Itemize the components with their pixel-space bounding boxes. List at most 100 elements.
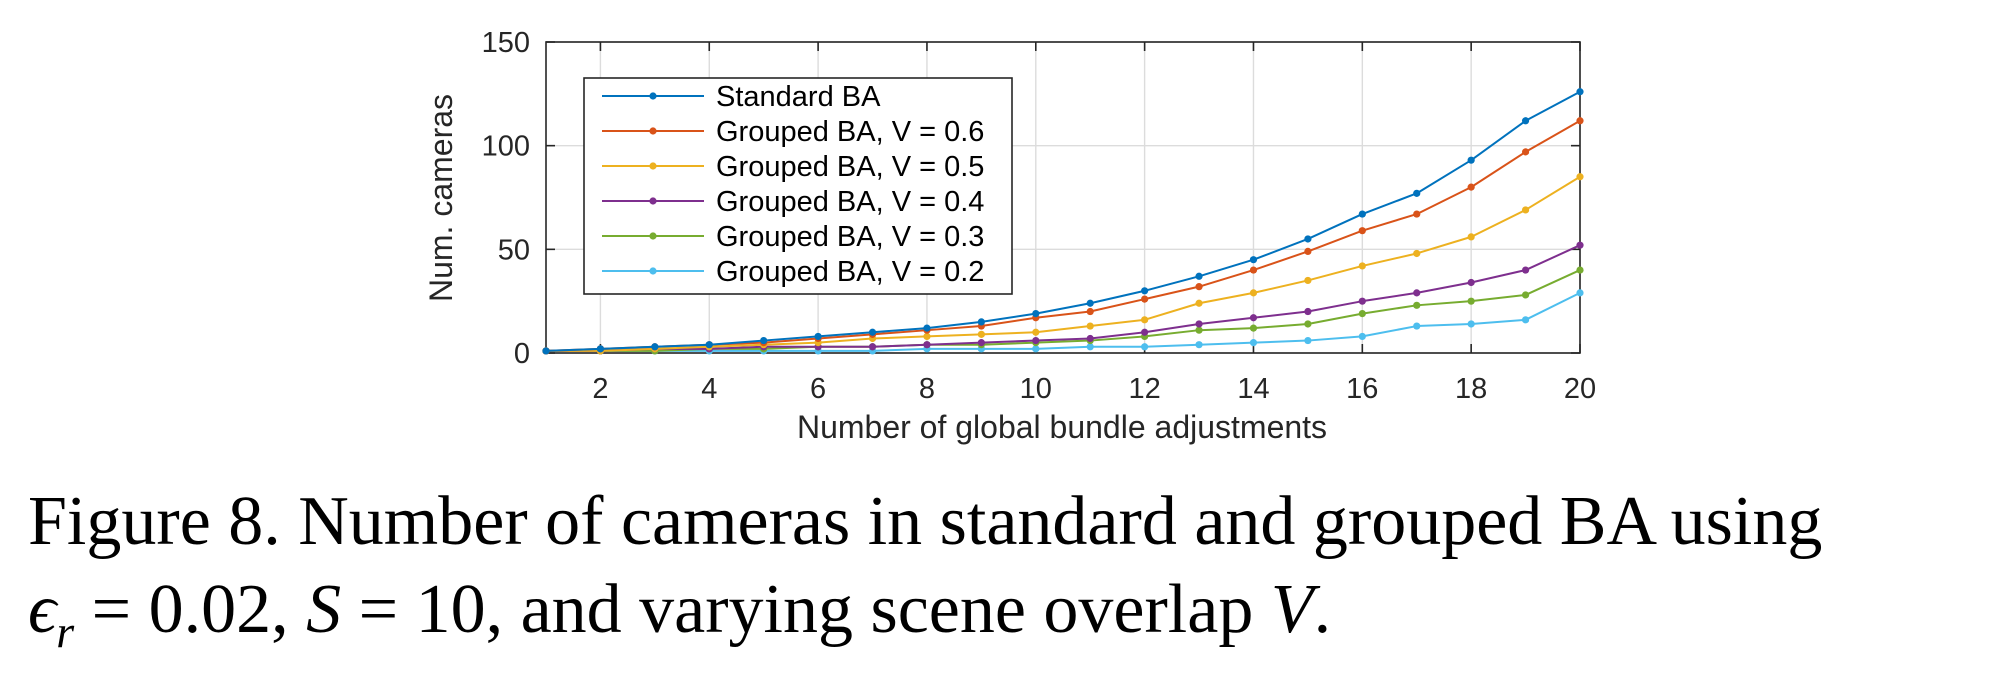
- legend-label: Grouped BA, V = 0.2: [716, 256, 984, 288]
- data-point: [1413, 249, 1421, 258]
- data-point: [1086, 334, 1094, 343]
- caption-v-symbol: V: [1270, 571, 1314, 648]
- data-point: [1521, 117, 1530, 125]
- data-point: [1032, 336, 1040, 345]
- data-point: [1413, 210, 1421, 218]
- data-point: [1521, 316, 1530, 324]
- x-tick-label: 2: [592, 373, 608, 405]
- legend-label: Standard BA: [716, 81, 881, 113]
- data-point: [1195, 283, 1203, 291]
- data-point: [1195, 341, 1203, 349]
- data-point: [1576, 88, 1584, 96]
- data-point: [1249, 256, 1258, 264]
- data-point: [977, 339, 985, 347]
- legend-item-1: Standard BA: [602, 81, 881, 113]
- data-point: [814, 332, 822, 341]
- data-point: [1032, 328, 1040, 336]
- data-point: [1413, 189, 1421, 197]
- series-line: [546, 244, 1581, 352]
- data-point: [1358, 332, 1366, 341]
- data-point: [1304, 247, 1312, 256]
- data-point: [1086, 322, 1094, 330]
- data-point: [977, 318, 985, 326]
- data-point: [1576, 266, 1584, 274]
- data-point: [1358, 227, 1366, 235]
- legend-swatch-marker: [649, 127, 657, 135]
- x-tick-label: 14: [1237, 373, 1269, 405]
- data-point: [1086, 299, 1094, 307]
- legend-swatch-marker: [649, 92, 657, 100]
- data-point: [1032, 310, 1040, 318]
- x-tick-label: 10: [1020, 373, 1052, 405]
- data-point: [1467, 233, 1475, 241]
- y-tick-label: 0: [514, 338, 530, 370]
- caption-s-symbol: S: [306, 571, 342, 648]
- data-point: [1467, 320, 1475, 328]
- legend-swatch-marker: [649, 162, 657, 170]
- data-point: [1413, 289, 1421, 297]
- data-point: [1521, 206, 1530, 214]
- legend-label: Grouped BA, V = 0.3: [716, 221, 984, 253]
- data-point: [705, 341, 713, 349]
- data-point: [1358, 297, 1366, 305]
- data-point: [1032, 345, 1040, 353]
- data-point: [1195, 320, 1203, 328]
- figure-caption: Figure 8. Number of cameras in standard …: [28, 478, 2008, 676]
- data-point: [1576, 173, 1584, 181]
- data-point: [1141, 295, 1149, 303]
- data-point: [1195, 299, 1203, 307]
- legend-label: Grouped BA, V = 0.5: [716, 151, 984, 183]
- data-point: [1304, 320, 1312, 328]
- caption-line-1: Figure 8. Number of cameras in standard …: [28, 483, 1823, 560]
- data-point: [1141, 287, 1149, 295]
- data-point: [542, 347, 550, 355]
- legend-item-3: Grouped BA, V = 0.5: [602, 151, 984, 183]
- caption-equation-1: = 0.02,: [74, 571, 307, 648]
- data-point: [1249, 324, 1258, 332]
- caption-epsilon-subscript: r: [56, 606, 75, 657]
- data-point: [1467, 156, 1475, 164]
- caption-epsilon: ϵ: [28, 571, 57, 648]
- data-point: [1141, 328, 1149, 336]
- data-point: [923, 332, 931, 341]
- data-point: [1467, 297, 1475, 305]
- legend-swatch-marker: [649, 267, 657, 275]
- data-point: [923, 324, 931, 332]
- data-point: [1086, 307, 1094, 316]
- legend-swatch-marker: [649, 197, 657, 205]
- data-point: [1249, 339, 1258, 347]
- x-tick-label: 12: [1128, 373, 1160, 405]
- legend-item-4: Grouped BA, V = 0.4: [602, 186, 984, 218]
- data-point: [760, 336, 768, 345]
- legend-item-6: Grouped BA, V = 0.2: [602, 256, 984, 288]
- data-point: [1358, 210, 1366, 218]
- data-point: [1195, 272, 1203, 280]
- data-point: [1576, 241, 1584, 249]
- data-point: [1304, 336, 1312, 345]
- data-point: [1576, 117, 1584, 125]
- data-point: [923, 341, 931, 349]
- x-tick-label: 6: [810, 373, 826, 405]
- data-point: [1521, 148, 1530, 156]
- data-point: [1413, 322, 1421, 330]
- data-point: [1249, 266, 1258, 274]
- x-tick-label: 20: [1564, 373, 1596, 405]
- legend-label: Grouped BA, V = 0.6: [716, 116, 984, 148]
- series-line: [546, 175, 1581, 352]
- data-point: [1521, 291, 1530, 299]
- y-axis-label: Num. cameras: [423, 94, 459, 302]
- x-tick-label: 4: [701, 373, 717, 405]
- legend-swatch-marker: [649, 232, 657, 240]
- y-tick-label: 50: [498, 234, 530, 266]
- y-tick-label: 150: [482, 27, 530, 59]
- data-point: [596, 345, 605, 353]
- x-axis-label: Number of global bundle adjustments: [797, 409, 1327, 445]
- data-point: [1249, 289, 1258, 297]
- x-tick-label: 18: [1455, 373, 1487, 405]
- legend-item-5: Grouped BA, V = 0.3: [602, 221, 984, 253]
- plot-area-frame: [545, 41, 1581, 354]
- data-point: [1576, 289, 1584, 297]
- y-tick-label: 100: [482, 131, 530, 163]
- data-point: [868, 343, 877, 351]
